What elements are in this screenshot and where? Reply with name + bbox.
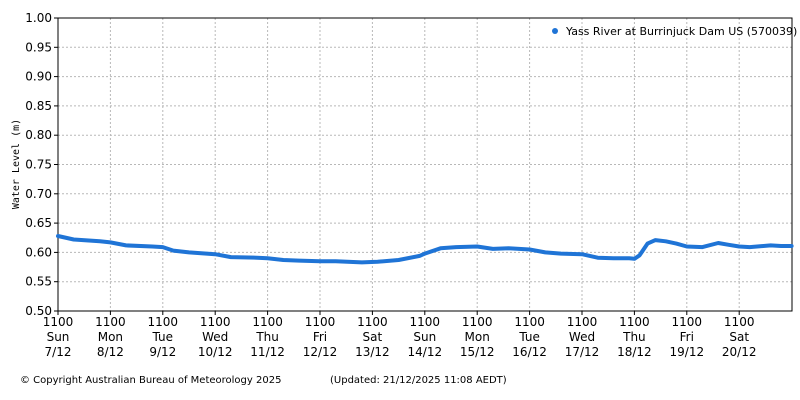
x-tick-label: 19/12 bbox=[670, 345, 705, 359]
x-tick-label: 1100 bbox=[43, 315, 74, 329]
x-tick-label: 7/12 bbox=[45, 345, 72, 359]
y-tick-label: 0.80 bbox=[25, 128, 52, 142]
x-tick-label: Fri bbox=[680, 330, 694, 344]
y-tick-label: 0.50 bbox=[25, 304, 52, 318]
y-tick-label: 0.95 bbox=[25, 40, 52, 54]
x-tick-label: 1100 bbox=[724, 315, 755, 329]
y-tick-label: 0.70 bbox=[25, 187, 52, 201]
x-axis-ticks: 1100Sun7/121100Mon8/121100Tue9/121100Wed… bbox=[43, 311, 757, 359]
y-tick-label: 1.00 bbox=[25, 11, 52, 25]
copyright-notice: © Copyright Australian Bureau of Meteoro… bbox=[20, 375, 282, 386]
x-tick-label: 10/12 bbox=[198, 345, 233, 359]
x-tick-label: Sat bbox=[363, 330, 383, 344]
x-tick-label: Tue bbox=[152, 330, 174, 344]
x-tick-label: 1100 bbox=[619, 315, 650, 329]
y-axis-ticks: 0.50 0.55 0.60 0.65 0.70 0.75 0.80 0.85 0.90 0.95… bbox=[25, 11, 58, 318]
x-tick-label: 14/12 bbox=[408, 345, 443, 359]
x-tick-label: 1100 bbox=[672, 315, 703, 329]
x-tick-label: Sat bbox=[729, 330, 749, 344]
x-tick-label: 8/12 bbox=[97, 345, 124, 359]
y-tick-label: 0.65 bbox=[25, 216, 52, 230]
x-tick-label: 17/12 bbox=[565, 345, 600, 359]
y-tick-label: 0.85 bbox=[25, 99, 52, 113]
x-tick-label: 1100 bbox=[200, 315, 231, 329]
x-tick-label: Thu bbox=[622, 330, 646, 344]
x-tick-label: Thu bbox=[255, 330, 279, 344]
water-level-chart: 0.50 0.55 0.60 0.65 0.70 0.75 0.80 0.85 0.90 0.95… bbox=[11, 11, 797, 359]
x-tick-label: 1100 bbox=[252, 315, 283, 329]
y-tick-label: 0.55 bbox=[25, 275, 52, 289]
x-tick-label: 1100 bbox=[410, 315, 441, 329]
x-tick-label: 13/12 bbox=[355, 345, 390, 359]
x-tick-label: Wed bbox=[202, 330, 228, 344]
x-tick-label: 1100 bbox=[462, 315, 493, 329]
x-tick-label: Sun bbox=[413, 330, 436, 344]
series-line-0 bbox=[56, 234, 794, 265]
x-tick-label: 1100 bbox=[305, 315, 336, 329]
grid-lines bbox=[58, 18, 792, 311]
x-tick-label: 1100 bbox=[95, 315, 126, 329]
x-tick-label: Mon bbox=[465, 330, 490, 344]
x-tick-label: 15/12 bbox=[460, 345, 495, 359]
x-tick-label: Mon bbox=[98, 330, 123, 344]
y-tick-label: 0.60 bbox=[25, 245, 52, 259]
x-tick-label: Tue bbox=[518, 330, 540, 344]
x-tick-label: 20/12 bbox=[722, 345, 757, 359]
legend[interactable]: Yass River at Burrinjuck Dam US (570039) bbox=[552, 25, 797, 38]
x-tick-label: 1100 bbox=[357, 315, 388, 329]
y-tick-label: 0.90 bbox=[25, 70, 52, 84]
x-tick-label: 16/12 bbox=[512, 345, 547, 359]
x-tick-label: 1100 bbox=[148, 315, 179, 329]
y-axis-label: Water Level (m) bbox=[11, 119, 22, 209]
legend-label-yass-river: Yass River at Burrinjuck Dam US (570039) bbox=[565, 25, 797, 38]
legend-marker bbox=[552, 28, 558, 34]
x-tick-label: 9/12 bbox=[149, 345, 176, 359]
x-tick-label: 18/12 bbox=[617, 345, 652, 359]
y-tick-label: 0.75 bbox=[25, 158, 52, 172]
updated-timestamp: (Updated: 21/12/2025 11:08 AEDT) bbox=[330, 375, 507, 386]
series-group bbox=[56, 234, 794, 265]
x-tick-label: 11/12 bbox=[250, 345, 285, 359]
x-tick-label: 12/12 bbox=[303, 345, 338, 359]
x-tick-label: Wed bbox=[569, 330, 595, 344]
x-tick-label: Fri bbox=[313, 330, 327, 344]
x-tick-label: 1100 bbox=[514, 315, 545, 329]
x-tick-label: Sun bbox=[47, 330, 70, 344]
x-tick-label: 1100 bbox=[567, 315, 598, 329]
